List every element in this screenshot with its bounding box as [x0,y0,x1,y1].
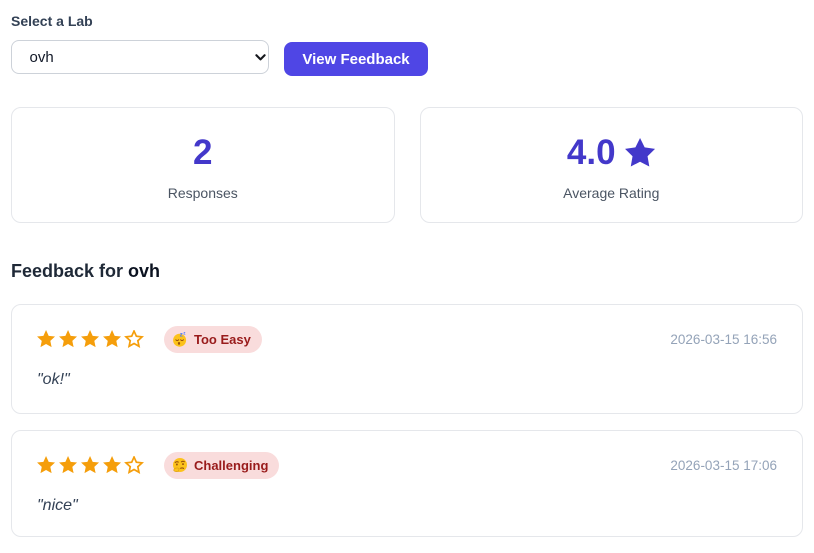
svg-text:z: z [180,331,184,338]
svg-text:z: z [183,331,186,336]
